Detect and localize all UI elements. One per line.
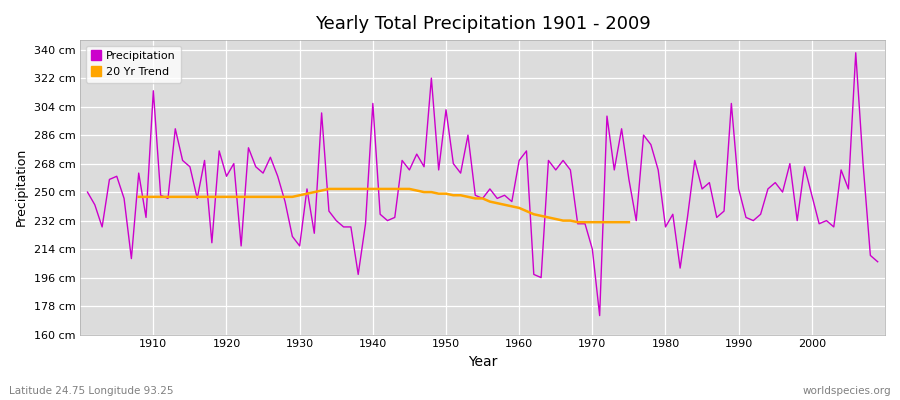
20 Yr Trend xyxy=(528,212,539,217)
20 Yr Trend xyxy=(470,196,481,201)
Precipitation xyxy=(346,224,356,229)
Line: 20 Yr Trend: 20 Yr Trend xyxy=(139,189,629,222)
20 Yr Trend xyxy=(587,220,598,224)
X-axis label: Year: Year xyxy=(468,355,498,369)
20 Yr Trend xyxy=(572,220,583,224)
Precipitation xyxy=(514,158,525,163)
Precipitation xyxy=(850,50,861,55)
Precipitation xyxy=(872,259,883,264)
Precipitation xyxy=(594,313,605,318)
20 Yr Trend xyxy=(580,220,590,224)
Legend: Precipitation, 20 Yr Trend: Precipitation, 20 Yr Trend xyxy=(86,46,181,82)
Title: Yearly Total Precipitation 1901 - 2009: Yearly Total Precipitation 1901 - 2009 xyxy=(315,15,651,33)
20 Yr Trend xyxy=(594,220,605,224)
20 Yr Trend xyxy=(133,194,144,199)
Precipitation xyxy=(82,190,93,194)
20 Yr Trend xyxy=(323,186,334,191)
Precipitation xyxy=(609,168,620,172)
Y-axis label: Precipitation: Precipitation xyxy=(15,148,28,226)
Text: worldspecies.org: worldspecies.org xyxy=(803,386,891,396)
Line: Precipitation: Precipitation xyxy=(87,53,878,316)
Text: Latitude 24.75 Longitude 93.25: Latitude 24.75 Longitude 93.25 xyxy=(9,386,174,396)
Precipitation xyxy=(140,215,151,220)
Precipitation xyxy=(302,186,312,191)
20 Yr Trend xyxy=(491,201,502,206)
Precipitation xyxy=(507,199,517,204)
20 Yr Trend xyxy=(624,220,634,224)
